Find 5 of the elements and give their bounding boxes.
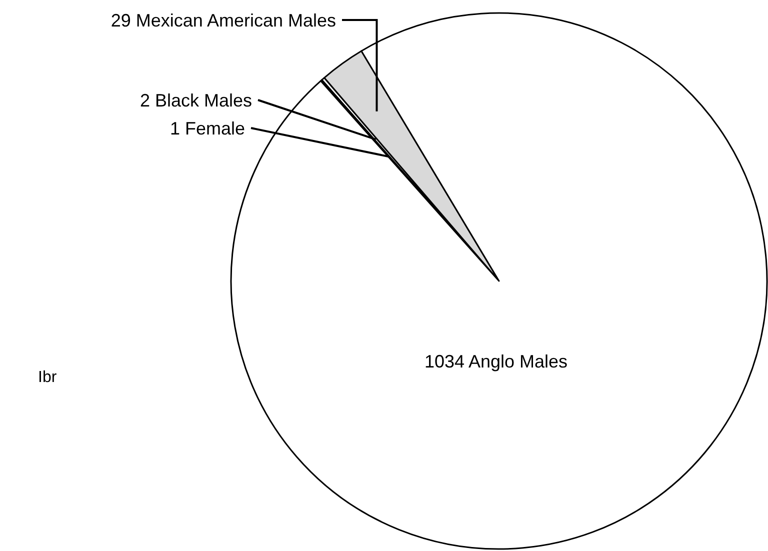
slice-label: 2 Black Males — [140, 90, 252, 110]
slice-label: 1034 Anglo Males — [424, 351, 568, 372]
text: Ibr — [38, 369, 58, 386]
slice-label: 29 Mexican American Males — [110, 10, 336, 30]
slice-label: 1 Female — [170, 118, 245, 138]
